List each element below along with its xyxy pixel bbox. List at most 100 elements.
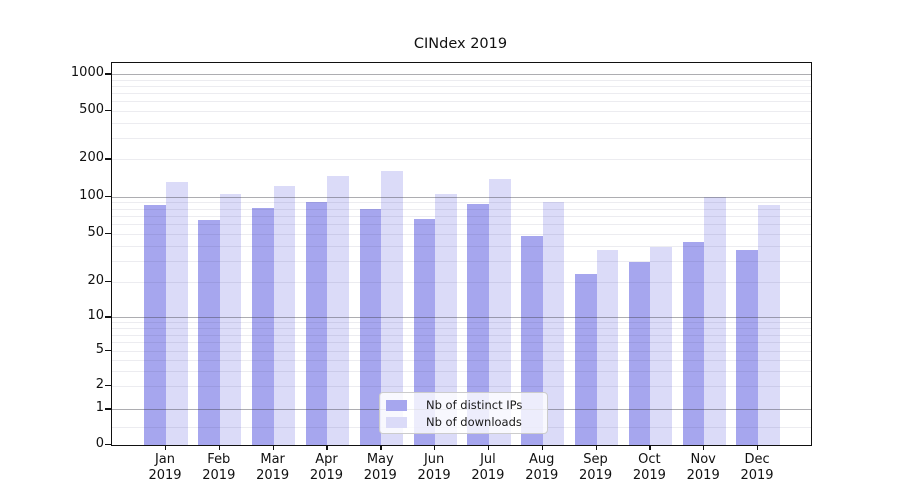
bar-distinct-ips [467, 203, 489, 445]
y-tick-label: 1 [95, 400, 104, 416]
bar-downloads [327, 176, 350, 445]
x-tick-label: Nov 2019 [686, 452, 720, 483]
x-tick-mark [326, 445, 328, 450]
x-tick-mark [757, 445, 759, 450]
gridline [112, 79, 811, 81]
y-tick-mark [105, 73, 111, 75]
bar-downloads [381, 171, 403, 445]
bar-downloads [542, 202, 565, 445]
y-tick-label: 100 [79, 187, 104, 203]
gridline [112, 322, 811, 324]
bar-downloads [488, 178, 511, 445]
bar-downloads [650, 246, 672, 445]
gridline [112, 111, 811, 112]
y-tick-label: 200 [79, 150, 104, 166]
x-tick-mark [595, 445, 597, 450]
legend-label-downloads: Nb of downloads [426, 415, 522, 429]
gridline [112, 224, 811, 226]
gridline [112, 101, 811, 103]
bar-downloads [758, 205, 780, 445]
x-tick-label: Mar 2019 [256, 452, 290, 483]
gridline [112, 334, 811, 336]
y-tick-mark [105, 232, 111, 235]
gridline [112, 359, 811, 361]
y-tick-label: 50 [87, 224, 104, 240]
gridline [112, 208, 811, 210]
bar-distinct-ips [198, 219, 220, 445]
gridline [112, 122, 811, 124]
gridline [112, 260, 811, 262]
bar-downloads [596, 249, 619, 445]
y-tick-mark [105, 195, 111, 197]
bar-distinct-ips [628, 262, 651, 445]
bar-downloads [166, 181, 188, 445]
bar-distinct-ips [736, 249, 758, 445]
gridline [112, 93, 811, 95]
x-tick-label: Apr 2019 [309, 452, 343, 483]
bar-downloads [704, 196, 726, 445]
y-tick-mark [105, 444, 111, 446]
gridline [112, 159, 811, 161]
x-tick-label: Jun 2019 [417, 452, 451, 483]
x-tick-label: Aug 2019 [525, 452, 559, 483]
y-tick-label: 20 [87, 272, 104, 288]
x-tick-mark [487, 445, 490, 450]
x-tick-label: Dec 2019 [740, 452, 774, 483]
gridline [112, 317, 811, 319]
grid-layer [112, 63, 811, 445]
legend-swatch-distinct-ips [386, 400, 407, 411]
gridline [112, 245, 811, 247]
bar-distinct-ips [359, 209, 382, 445]
x-tick-label: Sep 2019 [579, 452, 613, 483]
y-tick-mark [105, 110, 111, 112]
bar-distinct-ips [144, 205, 166, 445]
y-tick-label: 500 [79, 102, 104, 117]
y-tick-label: 5 [95, 342, 104, 357]
x-tick-label: Feb 2019 [202, 452, 236, 483]
y-tick-label: 2 [95, 377, 104, 393]
x-tick-mark [703, 445, 705, 450]
gridline [112, 137, 811, 139]
x-tick-mark [380, 445, 382, 450]
bar-distinct-ips [413, 219, 436, 445]
y-tick-label: 0 [95, 436, 104, 451]
x-tick-mark [649, 445, 651, 450]
gridline [112, 328, 811, 330]
x-tick-mark [218, 445, 221, 450]
bar-downloads [219, 194, 242, 445]
y-tick-mark [105, 350, 111, 352]
gridline [112, 370, 811, 372]
y-tick-mark [105, 316, 111, 318]
x-tick-label: Oct 2019 [632, 452, 666, 483]
gridline [112, 215, 811, 217]
x-tick-label: Jul 2019 [471, 452, 505, 483]
x-tick-label: May 2019 [363, 452, 397, 483]
gridline [112, 196, 811, 198]
gridline [112, 351, 811, 352]
bar-distinct-ips [682, 241, 705, 445]
plot-area [111, 62, 812, 446]
x-tick-mark [541, 445, 544, 450]
chart-title: CINdex 2019 [413, 36, 508, 52]
gridline [112, 281, 811, 283]
y-tick-label: 10 [87, 308, 104, 324]
y-tick-mark [105, 408, 111, 410]
gridline [112, 233, 811, 235]
x-tick-mark [272, 445, 274, 450]
legend-label-distinct-ips: Nb of distinct IPs [426, 398, 523, 412]
y-tick-label: 1000 [70, 65, 104, 81]
x-tick-mark [434, 445, 436, 450]
gridline [112, 74, 811, 76]
x-tick-label: Jan 2019 [148, 452, 182, 483]
legend-swatch-downloads [386, 417, 407, 428]
bar-downloads [435, 194, 457, 445]
gridline [112, 86, 811, 88]
gridline [112, 342, 811, 344]
bar-distinct-ips [305, 201, 328, 445]
bar-downloads [273, 186, 296, 445]
y-tick-mark [105, 280, 111, 282]
gridline [112, 202, 811, 204]
gridline [112, 386, 811, 388]
legend: Nb of distinct IPs Nb of downloads [379, 392, 548, 434]
